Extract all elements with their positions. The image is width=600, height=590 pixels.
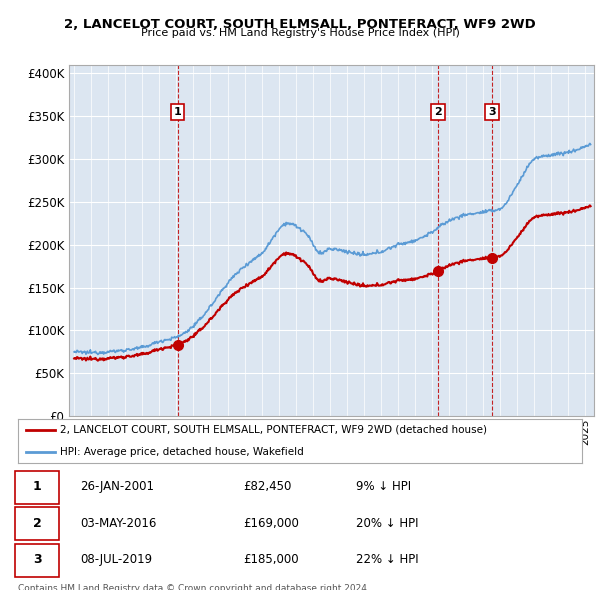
Text: 9% ↓ HPI: 9% ↓ HPI	[356, 480, 412, 493]
Text: 1: 1	[174, 107, 181, 117]
Text: 3: 3	[33, 553, 41, 566]
Text: 1: 1	[33, 480, 41, 493]
Text: £82,450: £82,450	[244, 480, 292, 493]
Text: 2: 2	[434, 107, 442, 117]
FancyBboxPatch shape	[15, 471, 59, 504]
FancyBboxPatch shape	[15, 544, 59, 577]
Text: 08-JUL-2019: 08-JUL-2019	[80, 553, 152, 566]
FancyBboxPatch shape	[15, 507, 59, 540]
Text: HPI: Average price, detached house, Wakefield: HPI: Average price, detached house, Wake…	[60, 447, 304, 457]
Text: Price paid vs. HM Land Registry's House Price Index (HPI): Price paid vs. HM Land Registry's House …	[140, 28, 460, 38]
Text: £185,000: £185,000	[244, 553, 299, 566]
Text: 26-JAN-2001: 26-JAN-2001	[80, 480, 154, 493]
Text: 20% ↓ HPI: 20% ↓ HPI	[356, 517, 419, 530]
Text: £169,000: £169,000	[244, 517, 299, 530]
Text: 3: 3	[488, 107, 496, 117]
Text: Contains HM Land Registry data © Crown copyright and database right 2024.
This d: Contains HM Land Registry data © Crown c…	[18, 584, 370, 590]
Text: 2, LANCELOT COURT, SOUTH ELMSALL, PONTEFRACT, WF9 2WD: 2, LANCELOT COURT, SOUTH ELMSALL, PONTEF…	[64, 18, 536, 31]
Text: 2: 2	[33, 517, 41, 530]
Text: 03-MAY-2016: 03-MAY-2016	[80, 517, 157, 530]
Text: 2, LANCELOT COURT, SOUTH ELMSALL, PONTEFRACT, WF9 2WD (detached house): 2, LANCELOT COURT, SOUTH ELMSALL, PONTEF…	[60, 425, 487, 435]
Text: 22% ↓ HPI: 22% ↓ HPI	[356, 553, 419, 566]
